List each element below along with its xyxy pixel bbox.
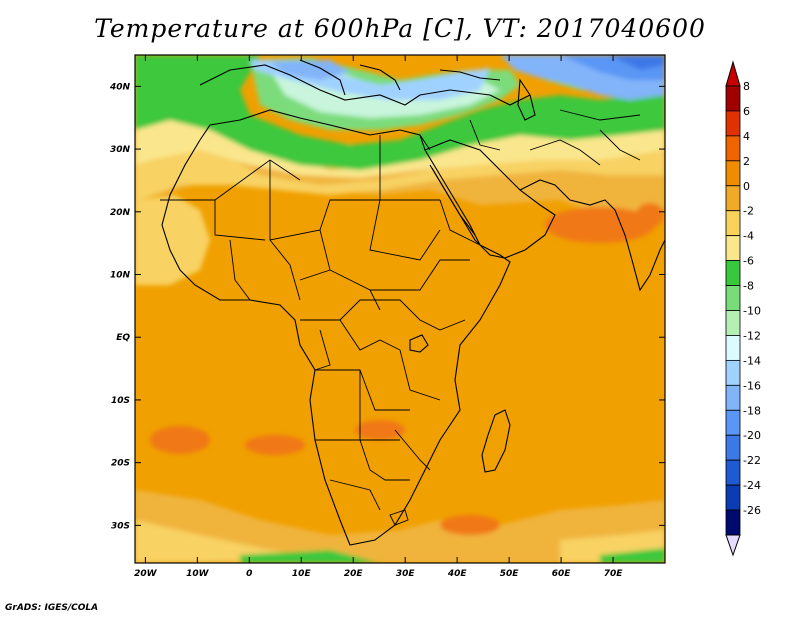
colorbar-swatch <box>725 310 741 336</box>
colorbar-label: -24 <box>743 479 761 492</box>
temperature-field <box>135 55 665 563</box>
colorbar-swatch <box>725 160 741 187</box>
country-borders <box>160 109 641 526</box>
colorbar: 8 6 4 2 0 -2 -4 -6 -8 -10 -12 -14 -16 -18 -20 -22 -24 -26 <box>725 60 761 557</box>
colorbar-label: 2 <box>743 155 750 168</box>
colorbar-label: 4 <box>743 130 750 143</box>
colorbar-swatch <box>725 335 741 361</box>
colorbar-swatch <box>725 85 741 112</box>
colorbar-label: -8 <box>743 280 754 293</box>
map-frame <box>134 54 666 564</box>
coastlines <box>161 59 665 546</box>
colorbar-label: -4 <box>743 230 754 243</box>
colorbar-label: -20 <box>743 429 761 442</box>
colorbar-swatch <box>725 409 741 436</box>
colorbar-swatch <box>725 110 741 137</box>
colorbar-swatch <box>725 185 741 212</box>
colorbar-swatch <box>725 359 741 386</box>
colorbar-label: 6 <box>743 105 750 118</box>
lon-tick-label: 60E <box>552 569 572 579</box>
longitude-axis: 20W 10W 0 10E 20E 30E 40E 50E 60E 70E <box>134 55 623 579</box>
colorbar-swatch <box>725 210 741 237</box>
colorbar-swatch <box>725 135 741 162</box>
colorbar-swatch <box>725 285 741 311</box>
colorbar-swatch <box>725 384 741 411</box>
colorbar-swatch <box>725 459 741 486</box>
lat-tick-label: 10S <box>111 396 130 406</box>
colorbar-label: 0 <box>743 180 750 193</box>
colorbar-label: -14 <box>743 354 761 367</box>
lon-tick-label: 10W <box>186 569 210 579</box>
lon-tick-label: 30E <box>396 569 416 579</box>
colorbar-label: -12 <box>743 329 761 342</box>
colorbar-label: -16 <box>743 379 761 392</box>
colorbar-swatch <box>725 434 741 461</box>
grads-credit: GrADS: IGES/COLA <box>5 603 99 613</box>
latitude-axis: 40N 30N 20N 10N EQ 10S 20S 30S <box>109 82 665 531</box>
lon-tick-label: 20E <box>344 569 364 579</box>
lat-tick-label: 20S <box>111 459 130 469</box>
colorbar-label: 8 <box>743 80 750 93</box>
lat-tick-label: 20N <box>110 208 131 218</box>
colorbar-label: -2 <box>743 205 754 218</box>
lat-tick-label: 30S <box>111 521 130 531</box>
colorbar-label: -18 <box>743 404 761 417</box>
colorbar-under-arrow <box>725 534 741 557</box>
lon-tick-label: 10E <box>292 569 312 579</box>
lon-tick-label: 70E <box>604 569 624 579</box>
colorbar-label: -6 <box>743 255 754 268</box>
lon-tick-label: 20W <box>134 569 158 579</box>
colorbar-label: -10 <box>743 305 761 318</box>
lat-tick-label: EQ <box>116 333 130 343</box>
lon-tick-label: 40E <box>447 569 468 579</box>
colorbar-swatch <box>725 235 741 262</box>
colorbar-over-arrow <box>725 60 741 87</box>
lat-tick-label: 30N <box>110 145 131 155</box>
colorbar-label: -26 <box>743 504 761 517</box>
lat-tick-label: 40N <box>109 82 131 92</box>
plot-title: Temperature at 600hPa [C], VT: 201704060… <box>94 14 706 43</box>
colorbar-swatch <box>725 509 741 536</box>
colorbar-swatch <box>725 484 741 511</box>
lon-tick-label: 50E <box>500 569 520 579</box>
colorbar-swatch <box>725 260 741 286</box>
lon-tick-label: 0 <box>246 569 252 579</box>
colorbar-label: -22 <box>743 454 761 467</box>
lat-tick-label: 10N <box>110 271 131 281</box>
